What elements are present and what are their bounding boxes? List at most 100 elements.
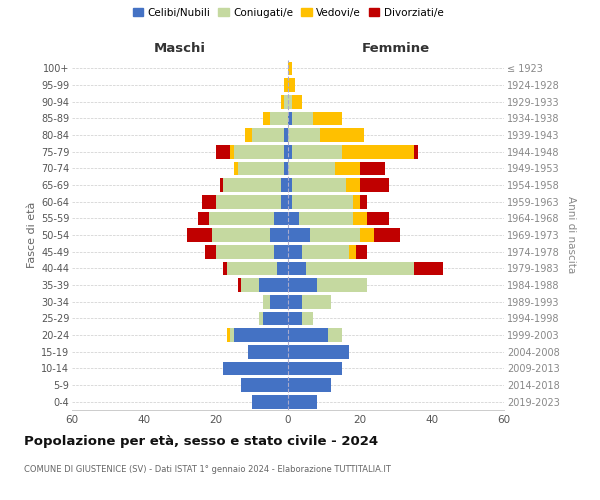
Bar: [209, 212, 274, 225]
Bar: [313, 112, 342, 125]
Bar: [317, 278, 367, 292]
Bar: [238, 162, 284, 175]
Bar: [306, 262, 414, 275]
Bar: [292, 112, 313, 125]
Bar: [241, 278, 259, 292]
Bar: [360, 178, 389, 192]
Bar: [288, 345, 349, 358]
Bar: [302, 312, 313, 325]
Bar: [288, 228, 310, 242]
Bar: [288, 278, 317, 292]
Bar: [205, 245, 216, 258]
Bar: [288, 395, 317, 408]
Legend: Celibi/Nubili, Coniugati/e, Vedovi/e, Divorziati/e: Celibi/Nubili, Coniugati/e, Vedovi/e, Di…: [133, 8, 443, 18]
Bar: [223, 178, 281, 192]
Bar: [288, 78, 295, 92]
Bar: [245, 128, 252, 142]
Bar: [187, 228, 212, 242]
Bar: [270, 295, 288, 308]
Bar: [360, 228, 374, 242]
Text: Popolazione per età, sesso e stato civile - 2024: Popolazione per età, sesso e stato civil…: [24, 435, 378, 448]
Bar: [216, 245, 274, 258]
Bar: [288, 128, 320, 142]
Bar: [288, 178, 292, 192]
Bar: [288, 62, 292, 75]
Bar: [274, 212, 288, 225]
Bar: [292, 95, 302, 108]
Bar: [292, 195, 353, 208]
Bar: [252, 128, 284, 142]
Bar: [259, 278, 288, 292]
Bar: [227, 262, 277, 275]
Bar: [288, 328, 328, 342]
Bar: [281, 195, 288, 208]
Bar: [198, 212, 209, 225]
Bar: [281, 178, 288, 192]
Bar: [292, 178, 346, 192]
Bar: [335, 162, 360, 175]
Bar: [220, 178, 223, 192]
Bar: [302, 245, 349, 258]
Bar: [270, 112, 288, 125]
Bar: [263, 112, 270, 125]
Bar: [310, 228, 360, 242]
Bar: [223, 362, 288, 375]
Bar: [252, 395, 288, 408]
Bar: [353, 195, 360, 208]
Bar: [238, 278, 241, 292]
Bar: [360, 195, 367, 208]
Bar: [288, 145, 292, 158]
Bar: [328, 328, 342, 342]
Bar: [353, 212, 367, 225]
Bar: [288, 312, 302, 325]
Bar: [263, 312, 288, 325]
Bar: [374, 228, 400, 242]
Bar: [414, 145, 418, 158]
Bar: [202, 195, 216, 208]
Bar: [284, 95, 288, 108]
Bar: [227, 328, 230, 342]
Bar: [281, 95, 284, 108]
Bar: [320, 128, 364, 142]
Bar: [241, 378, 288, 392]
Bar: [274, 245, 288, 258]
Bar: [288, 245, 302, 258]
Bar: [288, 195, 292, 208]
Bar: [288, 295, 302, 308]
Bar: [299, 212, 353, 225]
Bar: [223, 262, 227, 275]
Bar: [288, 162, 335, 175]
Text: Maschi: Maschi: [154, 42, 206, 55]
Bar: [277, 262, 288, 275]
Bar: [360, 162, 385, 175]
Bar: [284, 145, 288, 158]
Bar: [342, 145, 414, 158]
Bar: [414, 262, 443, 275]
Bar: [367, 212, 389, 225]
Bar: [230, 328, 234, 342]
Bar: [259, 312, 263, 325]
Bar: [292, 145, 342, 158]
Bar: [288, 112, 292, 125]
Y-axis label: Anni di nascita: Anni di nascita: [566, 196, 577, 274]
Text: Femmine: Femmine: [362, 42, 430, 55]
Bar: [230, 145, 234, 158]
Bar: [284, 78, 288, 92]
Bar: [270, 228, 288, 242]
Bar: [284, 128, 288, 142]
Bar: [216, 145, 230, 158]
Bar: [288, 95, 292, 108]
Bar: [302, 295, 331, 308]
Text: COMUNE DI GIUSTENICE (SV) - Dati ISTAT 1° gennaio 2024 - Elaborazione TUTTITALIA: COMUNE DI GIUSTENICE (SV) - Dati ISTAT 1…: [24, 465, 391, 474]
Bar: [288, 262, 306, 275]
Bar: [234, 145, 284, 158]
Bar: [263, 295, 270, 308]
Bar: [288, 362, 342, 375]
Bar: [248, 345, 288, 358]
Bar: [234, 328, 288, 342]
Bar: [356, 245, 367, 258]
Bar: [288, 212, 299, 225]
Bar: [288, 378, 331, 392]
Y-axis label: Fasce di età: Fasce di età: [26, 202, 37, 268]
Bar: [212, 228, 270, 242]
